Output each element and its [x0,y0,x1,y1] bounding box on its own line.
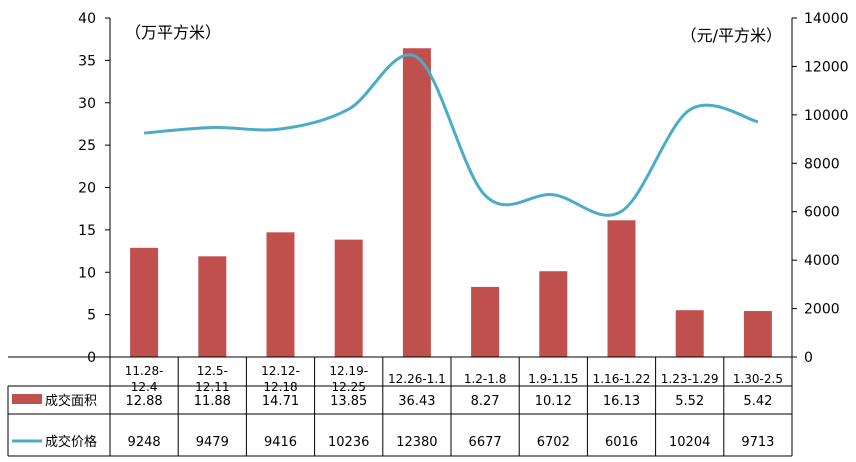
bar [266,232,295,357]
table-cell-price: 9713 [741,435,774,450]
category-label: 12.12- [261,364,300,378]
bar [130,247,159,357]
axes: 0 5 10 15 20 25 30 35 40 0 2000 4000 6000 8000 10000 12… [78,11,848,366]
price-line [143,53,759,217]
bar [675,310,704,357]
category-label: 12.18 [263,380,297,394]
table-cell-price: 9248 [128,435,161,450]
right-axis-tick-label: 14000 [804,11,849,27]
table-cell-price: 6702 [537,435,570,450]
bar [334,239,363,357]
right-axis-tick-label: 10000 [804,108,849,124]
table-cell-area: 12.88 [125,394,162,409]
legend-label-area: 成交面积 [45,393,97,409]
table-cell-area: 13.85 [330,394,367,409]
table-cell-price: 6016 [605,435,638,450]
left-axis-tick-label: 15 [78,223,96,239]
table-cell-area: 16.13 [603,394,640,409]
category-label: 1.9-1.15 [528,372,578,386]
right-axis-tick-label: 4000 [804,253,840,269]
table-cell-area: 10.12 [535,394,572,409]
table-cell-price: 9416 [264,435,297,450]
category-label: 12.26-1.1 [388,372,446,386]
left-axis-tick-label: 30 [78,96,96,112]
category-label: 12.19- [329,364,368,378]
right-axis-unit: （元/平方米） [681,26,782,45]
line-series-price [143,53,759,217]
category-label: 12.25 [332,380,366,394]
bar [607,220,636,357]
category-label: 12.5- [197,364,228,378]
left-axis-tick-label: 35 [78,53,96,69]
category-label: 1.23-1.29 [661,372,719,386]
right-axis-tick-label: 12000 [804,59,849,75]
table-cell-price: 12380 [396,435,437,450]
bar [743,311,772,357]
category-label: 1.30-2.5 [733,372,783,386]
left-axis-tick-label: 5 [87,308,96,324]
table-cell-price: 10236 [328,435,369,450]
table-cell-price: 10204 [669,435,710,450]
legend-key-area [12,394,42,404]
right-axis-tick-label: 2000 [804,302,840,318]
category-label: 12.4 [131,380,158,394]
table-cell-area: 11.88 [194,394,231,409]
table-cell-area: 5.42 [743,394,772,409]
table-cell-area: 36.43 [398,394,435,409]
left-axis-tick-label: 40 [78,11,96,27]
category-label: 1.2-1.8 [464,372,507,386]
bar [198,256,227,357]
left-axis-tick-label: 20 [78,181,96,197]
category-label: 11.28- [125,364,164,378]
right-axis-tick-label: 6000 [804,205,840,221]
table-cell-price: 6677 [469,435,502,450]
left-axis-tick-label: 10 [78,265,96,281]
table-cell-area: 5.52 [675,394,704,409]
right-axis-tick-label: 0 [804,350,813,366]
right-axis-tick-label: 8000 [804,156,840,172]
table-cell-area: 8.27 [471,394,500,409]
left-axis-tick-label: 0 [87,350,96,366]
bar [402,48,431,358]
category-label: 1.16-1.22 [593,372,651,386]
left-axis-unit: （万平方米） [125,23,221,42]
bar-series-area [130,48,772,358]
left-axis-tick-label: 25 [78,138,96,154]
category-label: 12.11 [195,380,229,394]
table-cell-area: 14.71 [262,394,299,409]
bar [539,271,568,357]
legend-label-price: 成交价格 [45,434,97,450]
table-cell-price: 9479 [196,435,229,450]
data-table: 11.28- 12.4 12.5- 12.11 12.12- 12.18 12.19- 12.… [7,356,793,457]
bar [471,286,500,357]
